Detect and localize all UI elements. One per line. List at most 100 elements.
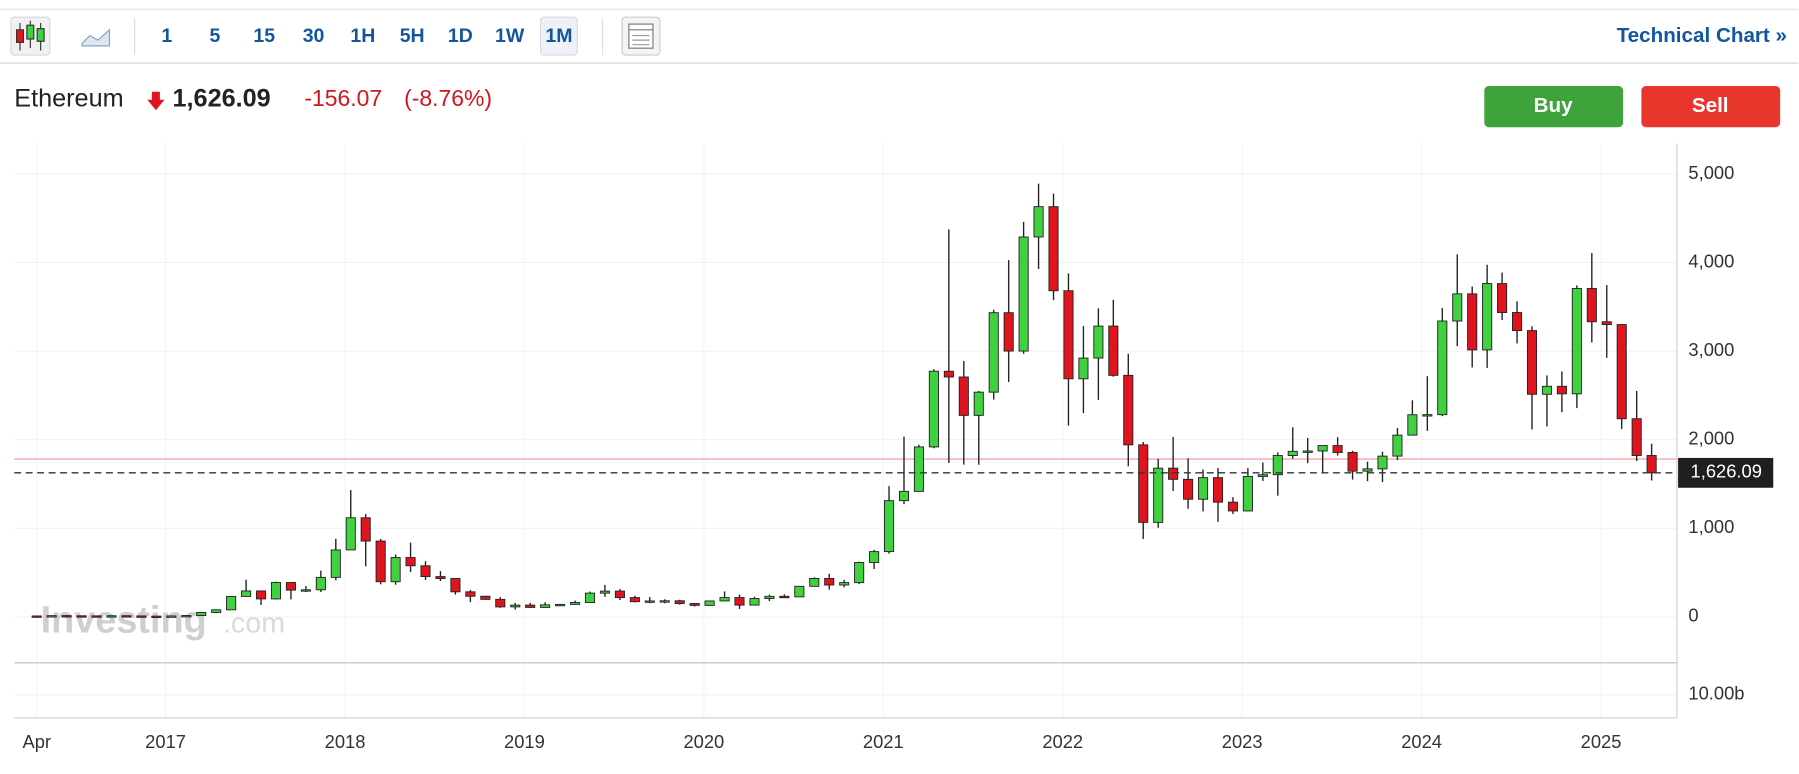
candle-body: [1138, 444, 1149, 523]
x-tick-label: 2017: [145, 731, 186, 752]
y-tick-label: 2,000: [1688, 428, 1734, 449]
interval-group: 1 5 15 30 1H 5H 1D 1W 1M: [161, 25, 572, 47]
candle-body: [1497, 283, 1508, 313]
candle-body: [345, 517, 356, 551]
candle-body: [1242, 476, 1253, 512]
candle-body: [1287, 450, 1298, 456]
candle-body: [928, 370, 939, 448]
interval-button[interactable]: 1D: [448, 25, 473, 47]
candle-body: [420, 565, 431, 578]
candle-body: [779, 595, 790, 599]
candle-body: [1556, 385, 1567, 395]
candle-body: [1437, 320, 1448, 416]
candle-body: [1018, 236, 1029, 352]
interval-button[interactable]: 30: [303, 25, 325, 47]
interval-button[interactable]: 15: [253, 25, 275, 47]
candle-body: [674, 600, 685, 604]
x-tick-label: 2025: [1581, 731, 1622, 752]
candle-body: [315, 576, 326, 591]
sell-button-label[interactable]: Sell: [1692, 94, 1729, 117]
buy-button-label[interactable]: Buy: [1534, 94, 1573, 117]
candle-body: [106, 615, 117, 618]
candle-body: [794, 585, 805, 598]
candle-body: [1183, 478, 1194, 500]
interval-button[interactable]: 1M: [545, 25, 572, 47]
watermark-suffix: .com: [223, 608, 285, 640]
candle-body: [166, 615, 177, 618]
candle-body: [525, 604, 536, 608]
x-tick-label: 2021: [863, 731, 904, 752]
x-tick-label: 2022: [1042, 731, 1083, 752]
plot-area: 1,626.09: [14, 183, 1774, 618]
candle-body: [1616, 324, 1627, 420]
last-price: 1,626.09: [173, 84, 271, 112]
interval-button[interactable]: 1W: [495, 25, 525, 47]
down-arrow-icon: [147, 91, 165, 111]
candle-body: [764, 595, 775, 600]
sell-button[interactable]: [1641, 86, 1781, 128]
interval-button[interactable]: 1H: [350, 25, 375, 47]
volume-tick-label: 10.00b: [1688, 683, 1744, 704]
candle-body: [1168, 467, 1179, 480]
candlestick-icon[interactable]: [10, 16, 51, 56]
candle-body: [270, 582, 282, 600]
candle-body: [405, 557, 416, 567]
candle-body: [211, 609, 222, 613]
candle-body: [659, 600, 670, 603]
candle-body: [1123, 374, 1134, 446]
candle-body: [1332, 445, 1343, 453]
candle-body: [1317, 445, 1328, 452]
candle-body: [46, 615, 57, 618]
candle-body: [1257, 474, 1268, 477]
candle-body: [869, 551, 880, 563]
interval-button[interactable]: 1: [161, 25, 172, 47]
candle-body: [689, 603, 700, 606]
buy-button[interactable]: [1484, 86, 1624, 128]
active-interval-highlight: [540, 16, 578, 56]
candle-body: [1586, 288, 1597, 323]
candle-body: [704, 600, 715, 606]
interval-button[interactable]: 5H: [400, 25, 425, 47]
x-tick-label: 2019: [504, 731, 545, 752]
candle-body: [91, 615, 102, 618]
candle-body: [988, 312, 999, 393]
candle-body: [734, 597, 745, 606]
candle-body: [1467, 293, 1478, 351]
candle-body: [584, 592, 596, 603]
candle-body: [540, 604, 551, 608]
candle-body: [1003, 312, 1014, 352]
interval-button[interactable]: 5: [210, 25, 221, 47]
technical-chart-link[interactable]: Technical Chart »: [1617, 24, 1787, 47]
candle-body: [644, 600, 655, 603]
candle-body: [255, 590, 267, 600]
candle-body: [435, 576, 446, 579]
candle-body: [599, 590, 610, 594]
candle-body: [1272, 455, 1283, 476]
candle-body: [151, 615, 162, 618]
candle-body: [1407, 414, 1418, 436]
candle-body: [510, 604, 521, 608]
candle-body: [1033, 206, 1044, 238]
candle-body: [1482, 283, 1493, 351]
candle-body: [136, 615, 147, 618]
candle-body: [973, 391, 984, 416]
candle-body: [390, 557, 401, 583]
candle-body: [569, 602, 581, 605]
line-chart-icon[interactable]: [81, 28, 111, 47]
candle-body: [1227, 501, 1238, 512]
y-tick-label: 4,000: [1688, 250, 1734, 271]
layout-icon[interactable]: [621, 16, 661, 56]
candle-body: [1347, 452, 1358, 472]
candle-body: [913, 446, 924, 492]
candle-body: [300, 589, 311, 592]
candle-body: [614, 590, 625, 599]
candle-body: [1377, 455, 1388, 470]
candle-body: [1601, 321, 1612, 326]
x-tick-label: 2024: [1401, 731, 1442, 752]
x-tick-label: 2020: [683, 731, 724, 752]
candle-body: [330, 549, 341, 578]
candle-body: [854, 562, 865, 584]
x-tick-label: 2018: [325, 731, 366, 752]
y-tick-label: 5,000: [1688, 162, 1734, 183]
